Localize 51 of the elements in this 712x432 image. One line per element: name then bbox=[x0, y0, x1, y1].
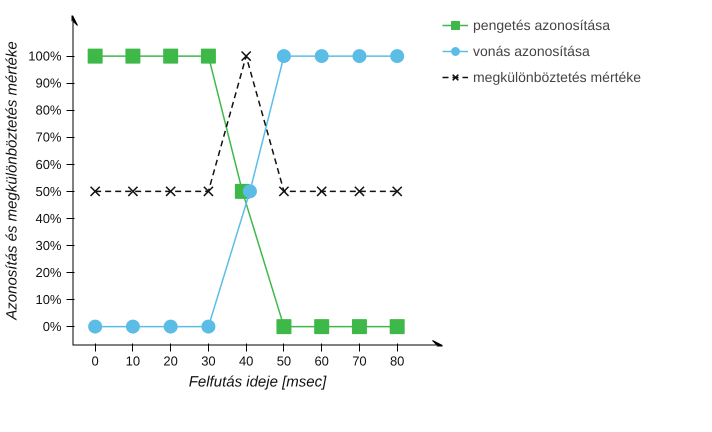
y-tick-label: 100% bbox=[28, 48, 62, 64]
point bbox=[352, 319, 367, 334]
y-tick-label: 60% bbox=[35, 156, 62, 172]
point bbox=[88, 48, 103, 64]
y-axis-title: Azonosítás és megkülönböztetés mértéke bbox=[3, 41, 20, 321]
y-tick-label: 70% bbox=[35, 130, 62, 145]
y-tick-label: 30% bbox=[35, 238, 62, 253]
point bbox=[352, 49, 366, 64]
y-tick-label: 90% bbox=[35, 76, 62, 91]
point bbox=[276, 319, 292, 334]
x-tick-label: 70 bbox=[352, 354, 367, 368]
point bbox=[88, 320, 102, 334]
y-tick-label: 50% bbox=[35, 184, 62, 199]
point bbox=[200, 48, 216, 64]
x-tick-label: 20 bbox=[163, 354, 178, 368]
x-tick-label: 30 bbox=[201, 354, 216, 368]
x-tick-label: 60 bbox=[314, 354, 329, 368]
x-tick-label: 10 bbox=[126, 354, 140, 368]
y-tick-label: 0% bbox=[42, 319, 62, 334]
x-tick-label: 40 bbox=[238, 354, 254, 368]
point bbox=[203, 186, 214, 197]
point bbox=[314, 319, 330, 334]
point bbox=[242, 184, 257, 198]
y-tick-label: 40% bbox=[35, 210, 62, 226]
point bbox=[314, 49, 329, 64]
legend-label: megkülönböztetés mértéke bbox=[473, 69, 642, 85]
point bbox=[125, 48, 140, 64]
point bbox=[354, 186, 365, 197]
point bbox=[165, 186, 176, 197]
point bbox=[163, 48, 178, 64]
x-tick-label: 80 bbox=[390, 354, 404, 368]
point bbox=[390, 49, 404, 64]
point bbox=[276, 49, 291, 64]
point bbox=[201, 320, 216, 334]
point bbox=[240, 50, 252, 62]
point bbox=[316, 186, 328, 197]
y-tick-label: 80% bbox=[35, 102, 62, 118]
point bbox=[126, 320, 140, 334]
point bbox=[390, 319, 405, 334]
point bbox=[278, 186, 290, 197]
point bbox=[90, 186, 100, 197]
x-tick-label: 50 bbox=[276, 354, 292, 368]
x-tick-label: 0 bbox=[92, 354, 99, 368]
legend-label: vonás azonosítása bbox=[473, 43, 590, 59]
point bbox=[392, 186, 403, 197]
point bbox=[128, 186, 138, 197]
legend-label: pengetés azonosítása bbox=[473, 17, 610, 33]
y-tick-label: 20% bbox=[35, 264, 62, 280]
point bbox=[164, 320, 178, 334]
x-axis-title: Felfutás ideje [msec] bbox=[188, 374, 328, 390]
y-tick-label: 10% bbox=[35, 292, 62, 308]
